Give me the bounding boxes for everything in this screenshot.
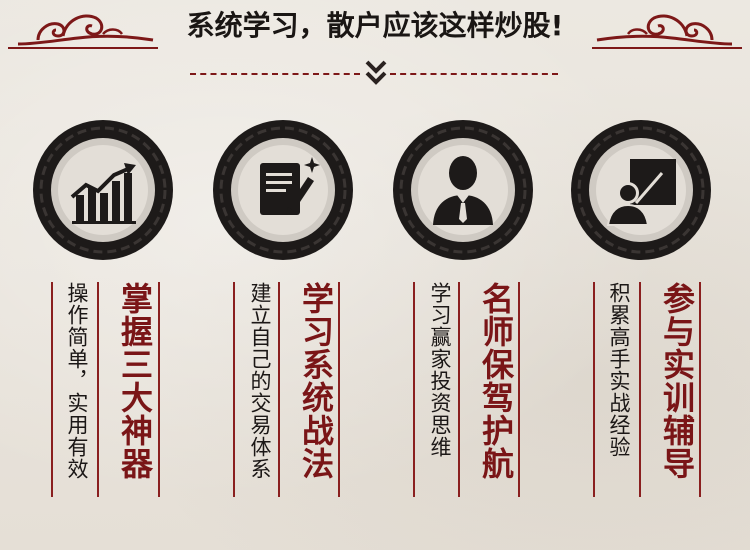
rule bbox=[233, 282, 235, 497]
divider-right bbox=[390, 73, 558, 75]
feature-3-emblem bbox=[388, 115, 538, 265]
rule bbox=[593, 282, 595, 497]
rule bbox=[699, 282, 701, 497]
businessman-icon bbox=[393, 120, 533, 260]
page-title: 系统学习，散户应该这样炒股! bbox=[186, 9, 564, 42]
rule bbox=[458, 282, 460, 497]
notepad-pen-icon bbox=[213, 120, 353, 260]
rule bbox=[518, 282, 520, 497]
feature-2-emblem bbox=[208, 115, 358, 265]
rule bbox=[639, 282, 641, 497]
header: 系统学习，散户应该这样炒股! bbox=[0, 0, 750, 55]
feature-4-subtitle: 积累高手实战经验 bbox=[607, 282, 631, 458]
cloud-swirl-left-icon bbox=[8, 14, 158, 49]
feature-4-title: 参与实训辅导 bbox=[658, 282, 696, 480]
rule bbox=[51, 282, 53, 497]
rule bbox=[338, 282, 340, 497]
double-chevron-down-icon bbox=[365, 60, 387, 85]
feature-1-emblem bbox=[28, 115, 178, 265]
feature-1-title: 掌握三大神器 bbox=[116, 282, 154, 480]
rising-chart-icon bbox=[33, 120, 173, 260]
cloud-swirl-right-icon bbox=[592, 14, 742, 49]
rule bbox=[413, 282, 415, 497]
feature-4-emblem bbox=[566, 115, 716, 265]
feature-2-subtitle: 建立自己的交易体系 bbox=[248, 282, 272, 480]
feature-2-title: 学习系统战法 bbox=[297, 282, 335, 480]
divider-left bbox=[190, 73, 360, 75]
rule bbox=[158, 282, 160, 497]
rule bbox=[278, 282, 280, 497]
feature-3-subtitle: 学习赢家投资思维 bbox=[428, 282, 452, 458]
feature-3-title: 名师保驾护航 bbox=[477, 282, 515, 480]
feature-1-subtitle: 操作简单，实用有效 bbox=[65, 282, 89, 480]
rule bbox=[97, 282, 99, 497]
teacher-board-icon bbox=[571, 120, 711, 260]
